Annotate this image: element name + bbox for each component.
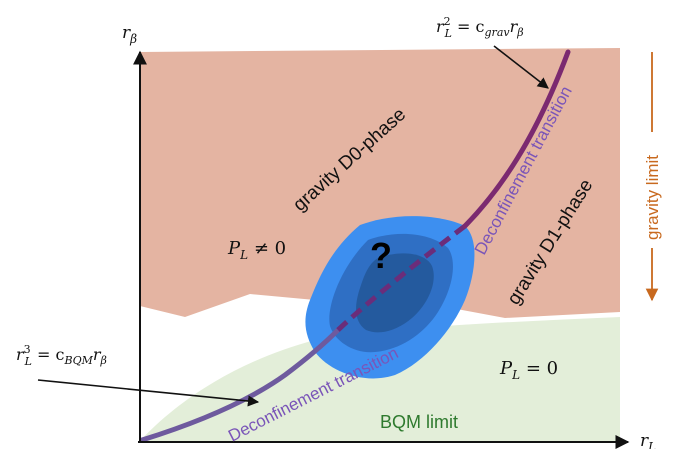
grav-curve-pointer: [493, 45, 549, 89]
unknown-marker: ?: [370, 235, 392, 276]
bqm-curve-equation: r3 L = cBQMrβ: [16, 343, 107, 368]
y-axis-label: rβ: [122, 23, 137, 46]
bqm-limit-label: BQM limit: [380, 412, 458, 432]
x-axis-label: rL: [640, 431, 656, 449]
pl-zero-label: PL = 0: [499, 358, 558, 382]
grav-curve-equation: r2 L = cgravrβ: [436, 15, 524, 40]
blob-inner: [356, 253, 434, 333]
gravity-limit-label: gravity limit: [643, 155, 662, 240]
bqm-curve-pointer: [37, 379, 260, 407]
transition-curve-dashed: [336, 224, 467, 332]
transition-curve-upper: [462, 49, 571, 229]
bqm-region: [140, 317, 620, 441]
transition-curve-lower: [139, 327, 341, 443]
pl-nonzero-label: PL ≠ 0: [227, 238, 286, 262]
gravity-region: [140, 48, 620, 318]
